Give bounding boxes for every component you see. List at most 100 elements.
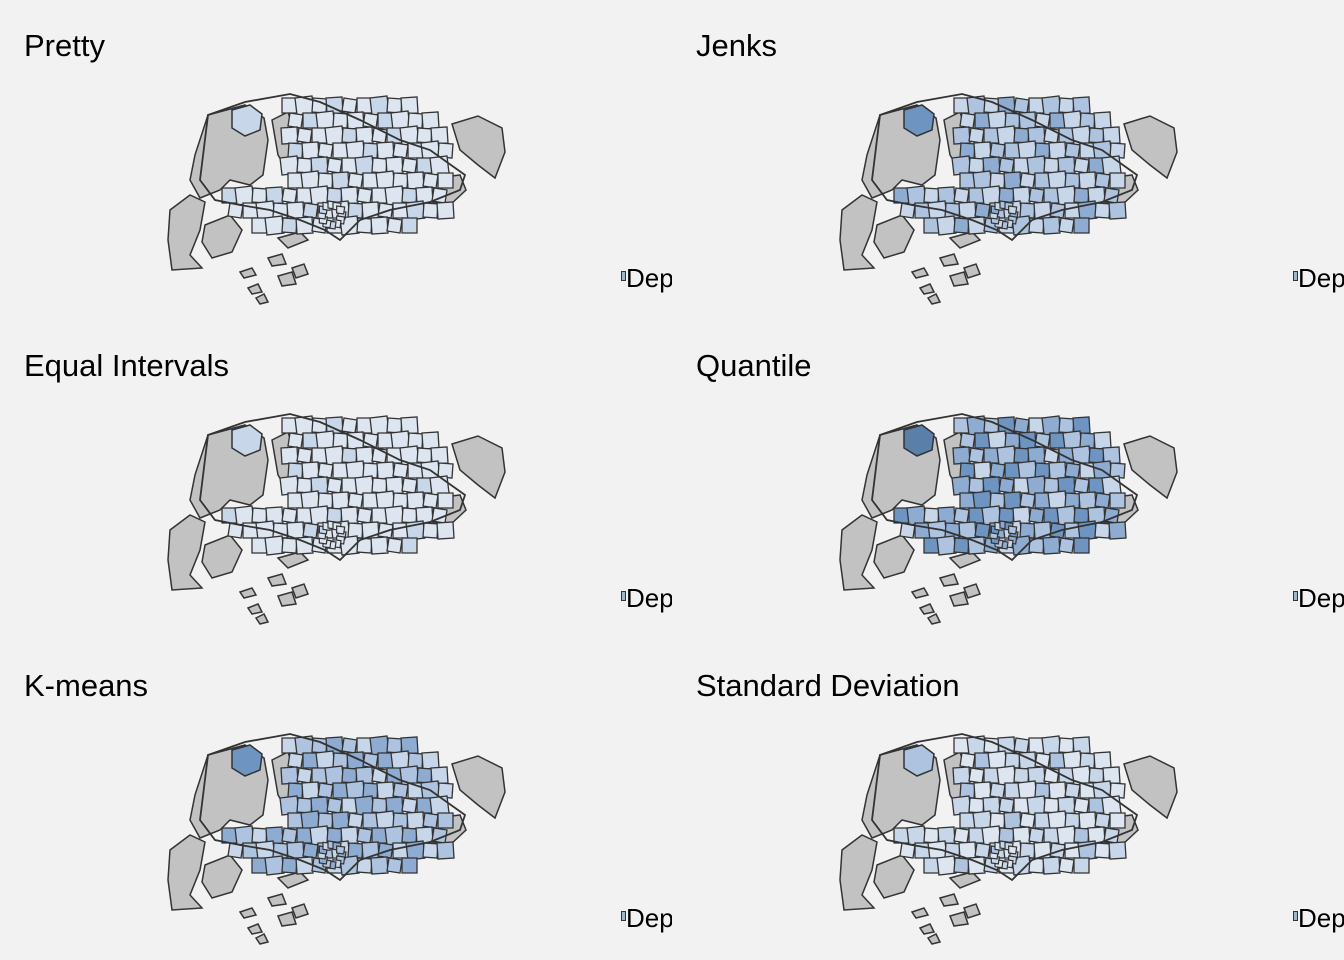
subzone-region <box>280 126 299 145</box>
subzone-region <box>1019 812 1036 829</box>
subzone-region <box>317 462 334 479</box>
subzone-region <box>1109 462 1126 479</box>
subzone-region <box>923 507 940 524</box>
region-southern-island-a <box>238 267 258 279</box>
subzone-region <box>437 142 454 159</box>
subzone-region <box>331 811 350 830</box>
subzone-region <box>436 521 455 540</box>
subzone-region <box>1094 522 1111 539</box>
subzone-region <box>356 217 373 234</box>
subzone-region <box>416 767 433 784</box>
subzone-region <box>376 781 395 800</box>
subzone-region <box>973 141 992 160</box>
subzone-region <box>386 97 403 114</box>
subzone-region <box>370 216 389 235</box>
subzone-region <box>281 507 298 524</box>
legend-swatch <box>621 271 626 281</box>
subzone-region <box>326 797 343 814</box>
subzone-region <box>953 187 970 204</box>
panel-title: Equal Intervals <box>24 348 230 383</box>
subzone-region <box>301 461 320 480</box>
subzone-region <box>341 97 358 114</box>
region-southern-island-c <box>948 271 969 287</box>
subzone-northwest <box>231 744 263 777</box>
subzone-region <box>279 155 300 176</box>
subzone-region <box>1088 767 1105 784</box>
panel-title: Quantile <box>696 348 812 383</box>
subzone-region <box>998 477 1015 494</box>
subzone-region <box>234 505 255 526</box>
subzone-region <box>324 445 345 466</box>
region-southern-island-c <box>948 591 969 607</box>
downtown-subzone <box>336 525 346 535</box>
subzone-region <box>1013 417 1030 434</box>
subzone-region <box>1094 202 1111 219</box>
subzone-region <box>401 797 418 814</box>
map-panel-pretty: Pretty Dep <box>0 0 672 320</box>
subzone-region <box>422 842 439 859</box>
subzone-region <box>952 126 971 145</box>
subzone-region <box>1073 187 1090 204</box>
subzone-region <box>302 522 319 539</box>
subzone-region <box>1073 797 1090 814</box>
subzone-region <box>968 157 985 174</box>
subzone-region <box>1088 447 1105 464</box>
region-southern-island-b <box>266 573 288 587</box>
choropleth-map <box>839 93 1178 305</box>
subzone-region <box>1043 157 1060 174</box>
legend-swatch <box>1293 591 1298 601</box>
region-southern-island-f <box>254 932 270 945</box>
subzone-region <box>953 827 970 844</box>
subzone-region <box>1019 172 1036 189</box>
region-southern-island-c <box>276 911 297 927</box>
region-southern-island-d <box>291 263 309 279</box>
subzone-region <box>1108 201 1127 220</box>
subzone-region <box>369 415 390 436</box>
region-southern-island-f <box>254 292 270 305</box>
subzone-region <box>1109 782 1126 799</box>
subzone-region <box>1041 415 1062 436</box>
subzone-region <box>1003 811 1022 830</box>
subzone-region <box>936 855 957 876</box>
subzone-region <box>989 782 1006 799</box>
subzone-region <box>1042 216 1061 235</box>
subzone-region <box>1101 475 1122 496</box>
subzone-region <box>281 857 298 874</box>
subzone-region <box>1041 95 1062 116</box>
subzone-region <box>401 827 418 844</box>
region-pulau-tekong <box>1123 115 1178 180</box>
subzone-region <box>296 477 313 494</box>
legend-title: Dep <box>1298 263 1344 293</box>
subzone-region <box>1013 767 1030 784</box>
region-southern-island-d <box>291 903 309 919</box>
subzone-region <box>392 782 409 799</box>
subzone-region <box>968 477 985 494</box>
region-tuas-area <box>167 834 206 911</box>
subzone-region <box>401 187 418 204</box>
subzone-northwest <box>231 424 263 457</box>
subzone-region <box>347 172 364 189</box>
region-southern-island-d <box>963 903 981 919</box>
subzone-region <box>401 477 418 494</box>
subzone-region <box>1058 417 1075 434</box>
subzone-region <box>384 505 405 526</box>
subzone-region <box>1058 857 1075 874</box>
subzone-region <box>421 751 440 770</box>
subzone-region <box>1064 142 1081 159</box>
choropleth-map <box>839 413 1178 625</box>
subzone-region <box>324 765 345 786</box>
subzone-region <box>422 812 439 829</box>
region-sentosa <box>948 871 982 889</box>
subzone-region <box>279 795 300 816</box>
region-southern-island-d <box>963 583 981 599</box>
region-tuas-area <box>839 514 878 591</box>
subzone-region <box>906 505 927 526</box>
region-sentosa <box>276 871 310 889</box>
subzone-region <box>356 537 373 554</box>
subzone-region <box>281 187 298 204</box>
legend-title: Dep <box>626 263 672 293</box>
coastline <box>871 413 1139 562</box>
subzone-region <box>287 752 304 769</box>
subzone-region <box>331 171 350 190</box>
subzone-region <box>280 766 299 785</box>
